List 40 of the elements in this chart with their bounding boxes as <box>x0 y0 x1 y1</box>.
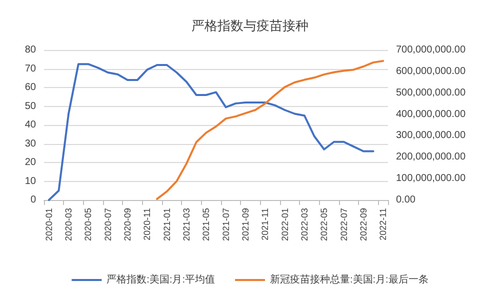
y-tick-label: 10 <box>24 176 36 187</box>
y-tick-label: 80 <box>24 44 36 56</box>
x-tick-label: 2020-11 <box>142 208 152 240</box>
x-tick-label: 2020-03 <box>64 208 74 242</box>
x-tick-label: 2022-11 <box>378 208 388 240</box>
x-tick-label: 2022-07 <box>338 208 349 242</box>
y-tick-label: 70 <box>24 63 36 74</box>
x-tick-label: 2021-09 <box>240 208 250 242</box>
y-tick-label: 0 <box>30 194 36 206</box>
y-tick-label: 40 <box>24 120 36 130</box>
x-tick-label: 2020-01 <box>44 208 54 242</box>
x-tick-label: 2022-03 <box>299 208 310 242</box>
y2-tick-label: 0.00 <box>396 194 416 206</box>
x-tick-label: 2020-07 <box>102 208 113 242</box>
y2-tick-label: 500,000,000.00 <box>396 87 466 98</box>
x-tick-label: 2020-05 <box>83 208 94 242</box>
chart-title: 严格指数与疫苗接种 <box>192 18 308 33</box>
x-tick-label: 2021-01 <box>162 208 172 242</box>
x-tick-label: 2021-07 <box>220 208 231 242</box>
y2-tick-label: 400,000,000.00 <box>396 108 466 120</box>
y-tick-label: 30 <box>24 138 36 150</box>
x-tick-label: 2021-03 <box>182 208 192 242</box>
y2-tick-label: 600,000,000.00 <box>396 66 466 77</box>
x-tick-label: 2022-09 <box>358 208 368 242</box>
y-tick-label: 50 <box>24 100 36 112</box>
legend-label: 严格指数:美国:月:平均值 <box>106 274 216 286</box>
legend-label: 新冠疫苗接种总量:美国:月:最后一条 <box>270 274 428 286</box>
y2-tick-label: 200,000,000.00 <box>396 152 466 163</box>
y2-tick-label: 300,000,000.00 <box>396 130 466 142</box>
y-tick-label: 60 <box>24 82 36 93</box>
x-tick-label: 2020-09 <box>122 208 133 242</box>
y2-tick-label: 100,000,000.00 <box>396 173 466 184</box>
y2-tick-label: 700,000,000.00 <box>396 44 466 56</box>
x-tick-label: 2021-11 <box>260 208 270 240</box>
y-tick-label: 20 <box>24 157 36 168</box>
line-series <box>48 63 374 201</box>
x-tick-label: 2022-01 <box>280 208 290 242</box>
x-tick-label: 2022-05 <box>319 208 330 242</box>
line-series <box>156 60 384 200</box>
x-tick-label: 2021-05 <box>201 208 212 242</box>
